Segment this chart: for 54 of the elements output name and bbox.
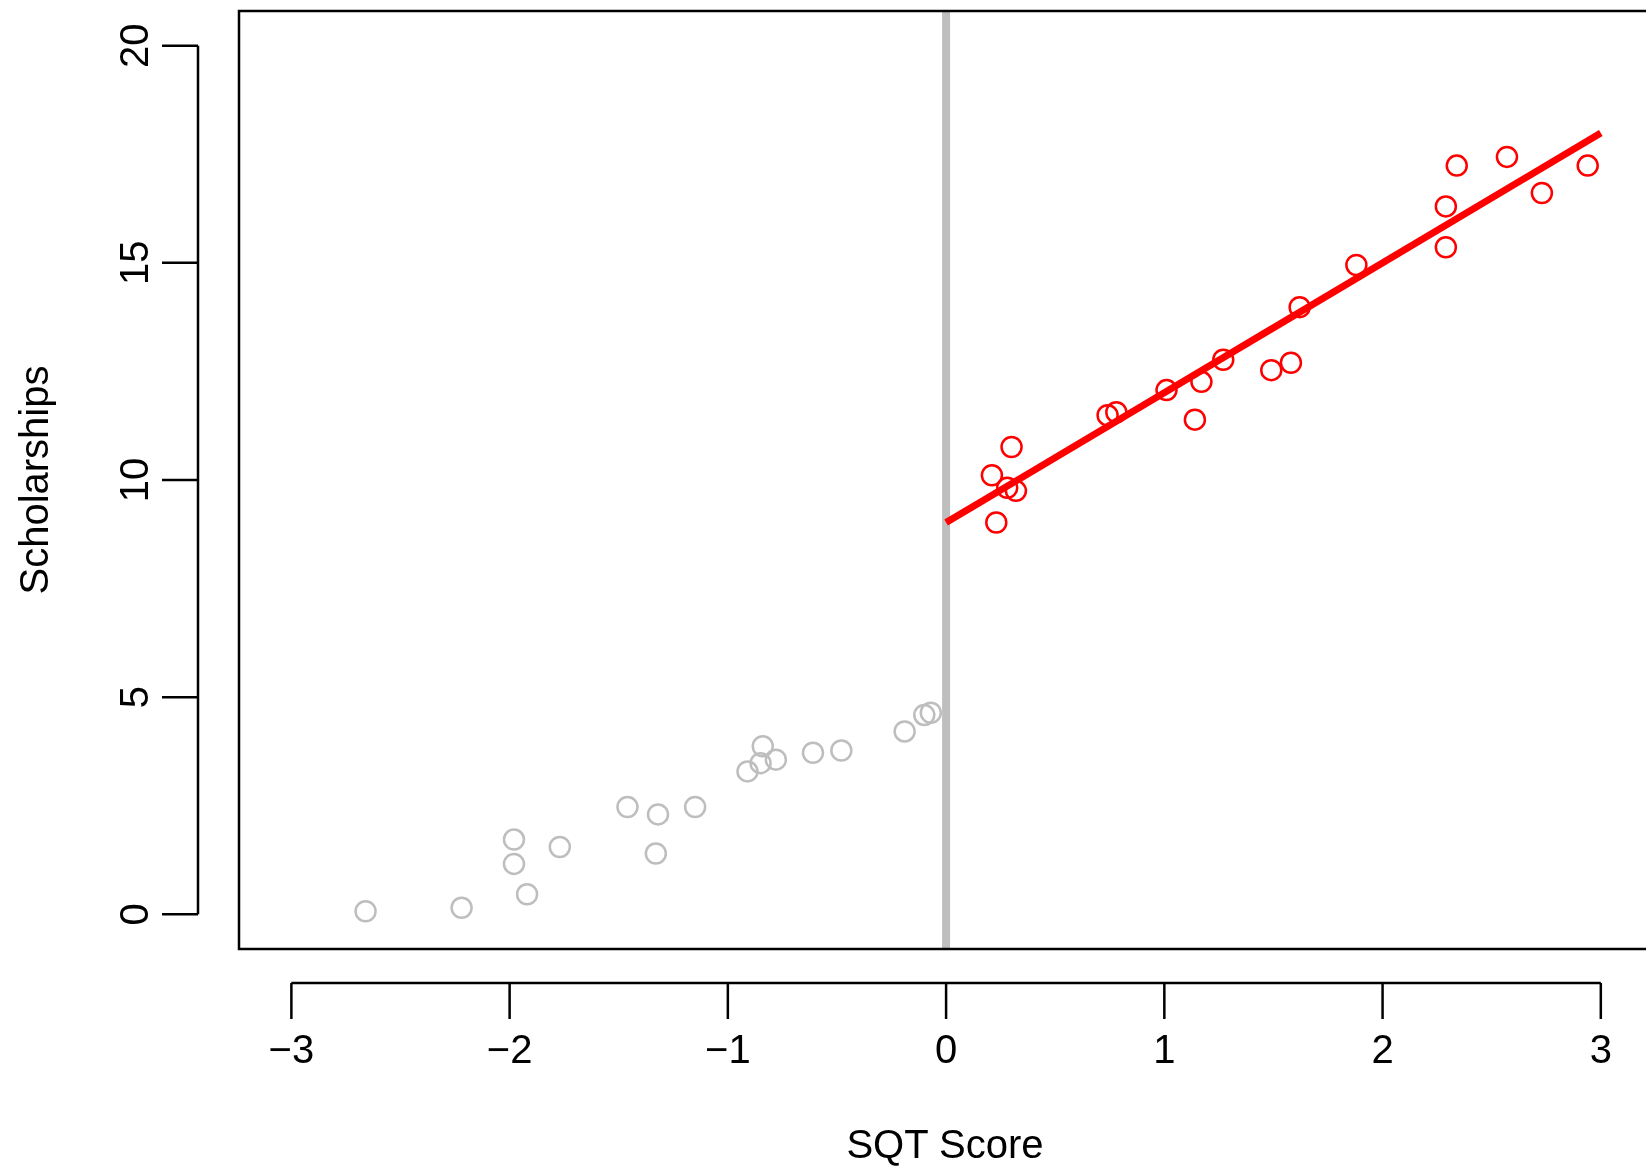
point	[995, 476, 1019, 500]
point	[1530, 181, 1554, 205]
point	[751, 734, 775, 758]
y-axis-title: Scholarships	[12, 365, 56, 595]
point	[1288, 295, 1311, 319]
point	[985, 511, 1008, 534]
x-tick-label: 3	[1589, 1027, 1612, 1071]
point	[683, 795, 707, 819]
x-tick-label: 1	[1153, 1027, 1176, 1071]
x-axis-title: SQT Score	[846, 1122, 1044, 1166]
point	[1190, 370, 1213, 394]
point	[1445, 154, 1469, 177]
y-tick-label: 5	[112, 686, 156, 709]
point	[1004, 479, 1028, 503]
point	[1495, 145, 1519, 169]
x-tick-label: −2	[486, 1027, 533, 1071]
point	[646, 803, 670, 826]
point	[1576, 154, 1599, 177]
point	[913, 703, 936, 727]
x-tick-label: 2	[1371, 1027, 1394, 1071]
point	[354, 899, 377, 923]
point	[764, 748, 788, 771]
point	[830, 739, 853, 762]
point	[502, 828, 526, 851]
point	[1345, 253, 1368, 277]
y-tick-label: 0	[112, 903, 156, 926]
point	[980, 463, 1004, 487]
point	[801, 741, 825, 764]
point	[1260, 358, 1283, 382]
point	[1434, 235, 1458, 259]
x-tick-label: 0	[934, 1027, 958, 1071]
point	[1212, 348, 1235, 371]
point	[749, 751, 772, 775]
point	[644, 842, 668, 865]
y-tick-label: 20	[112, 23, 156, 68]
point	[548, 835, 572, 859]
point	[616, 795, 639, 819]
point	[1000, 435, 1023, 459]
y-tick-label: 10	[112, 457, 156, 503]
point	[919, 701, 943, 725]
point	[1183, 408, 1207, 431]
x-tick-label: −3	[268, 1027, 315, 1071]
point	[515, 883, 539, 906]
point	[1155, 378, 1178, 402]
x-tick-label: −1	[705, 1027, 751, 1071]
y-tick-label: 15	[112, 240, 156, 286]
point	[450, 896, 473, 919]
point	[502, 852, 526, 876]
point	[1105, 401, 1128, 424]
point	[736, 760, 759, 783]
point	[1279, 351, 1303, 374]
point	[1434, 195, 1458, 218]
point	[893, 720, 916, 743]
point	[1096, 404, 1119, 427]
